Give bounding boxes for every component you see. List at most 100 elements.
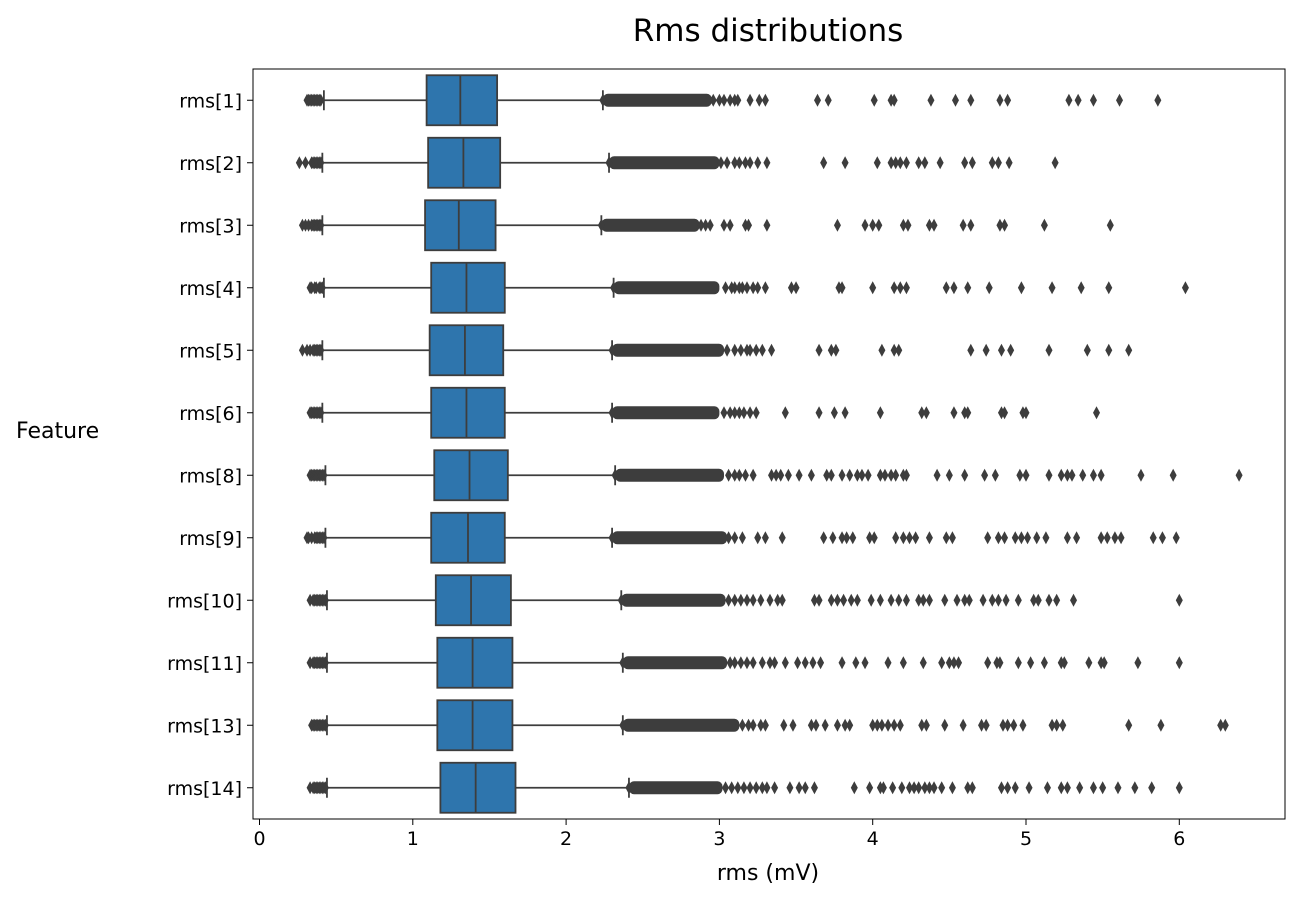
outlier-point xyxy=(1085,656,1093,670)
outlier-point xyxy=(1157,718,1165,732)
outlier-point xyxy=(789,718,797,732)
outlier-point xyxy=(1010,718,1018,732)
outlier-point xyxy=(852,656,860,670)
outlier-point xyxy=(317,156,325,170)
outlier-point xyxy=(734,93,742,107)
outlier-point xyxy=(832,343,840,357)
outlier-point xyxy=(1048,718,1056,732)
outlier-point xyxy=(827,468,835,482)
chart-title: Rms distributions xyxy=(633,13,904,49)
outlier-point xyxy=(726,656,734,670)
outlier-point xyxy=(896,156,904,170)
x-tick-label: 2 xyxy=(560,828,572,850)
outlier-point xyxy=(1097,468,1105,482)
outlier-point xyxy=(950,281,958,295)
plot-frame xyxy=(252,68,1286,820)
outlier-point xyxy=(1045,593,1053,607)
box-iqr xyxy=(428,324,505,377)
outlier-point xyxy=(994,593,1002,607)
outlier-point xyxy=(738,718,746,732)
outlier-point xyxy=(608,406,616,420)
outlier-point xyxy=(919,593,927,607)
outlier-point xyxy=(866,531,874,545)
outlier-point xyxy=(725,531,733,545)
outlier-point xyxy=(317,343,325,357)
dense-outlier-band xyxy=(612,406,720,420)
outlier-point xyxy=(1089,468,1097,482)
outlier-point xyxy=(746,93,754,107)
outlier-point xyxy=(1073,531,1081,545)
x-tick-label: 0 xyxy=(253,828,265,850)
outlier-point xyxy=(757,593,765,607)
outlier-point xyxy=(702,218,710,232)
outlier-point xyxy=(781,656,789,670)
outlier-point xyxy=(967,93,975,107)
outlier-point xyxy=(321,718,329,732)
outlier-point xyxy=(317,218,325,232)
dense-outlier-band xyxy=(601,218,700,232)
outlier-point xyxy=(821,718,829,732)
outlier-point xyxy=(1111,531,1119,545)
outlier-point xyxy=(1099,781,1107,795)
outlier-point xyxy=(1089,781,1097,795)
outlier-point xyxy=(869,281,877,295)
outlier-point xyxy=(1149,531,1157,545)
outlier-point xyxy=(786,781,794,795)
outlier-point xyxy=(743,593,751,607)
outlier-point xyxy=(899,218,907,232)
outlier-point xyxy=(1034,593,1042,607)
outlier-point xyxy=(941,718,949,732)
box-group-rms[1] xyxy=(303,74,1162,127)
outlier-point xyxy=(778,531,786,545)
outlier-point xyxy=(1105,343,1113,357)
outlier-point xyxy=(915,593,923,607)
outlier-point xyxy=(933,468,941,482)
outlier-point xyxy=(1042,531,1050,545)
outlier-point xyxy=(746,406,754,420)
outlier-point xyxy=(889,781,897,795)
outlier-point xyxy=(841,156,849,170)
outlier-point xyxy=(996,93,1004,107)
outlier-point xyxy=(1004,718,1012,732)
outlier-point xyxy=(861,218,869,232)
outlier-point xyxy=(918,718,926,732)
outlier-point xyxy=(820,156,828,170)
outlier-point xyxy=(754,156,762,170)
outlier-point xyxy=(605,156,613,170)
outlier-point xyxy=(827,593,835,607)
outlier-point xyxy=(979,593,987,607)
outlier-point xyxy=(912,531,920,545)
outlier-point xyxy=(1001,531,1009,545)
outlier-point xyxy=(918,406,926,420)
dense-outlier-band xyxy=(621,593,726,607)
outlier-point xyxy=(735,468,743,482)
outlier-point xyxy=(1175,593,1183,607)
outlier-point xyxy=(961,468,969,482)
outlier-point xyxy=(967,218,975,232)
outlier-point xyxy=(896,281,904,295)
outlier-point xyxy=(723,156,731,170)
outlier-point xyxy=(731,531,739,545)
y-tick-label: rms[4] xyxy=(179,278,242,300)
outlier-point xyxy=(873,718,881,732)
outlier-point xyxy=(994,531,1002,545)
outlier-point xyxy=(890,281,898,295)
y-tick-label: rms[8] xyxy=(179,465,242,487)
x-tick-label: 1 xyxy=(407,828,419,850)
outlier-point xyxy=(849,531,857,545)
box-group-rms[5] xyxy=(298,324,1133,377)
outlier-point xyxy=(761,281,769,295)
y-tick-label: rms[13] xyxy=(167,715,242,737)
x-tick-label: 3 xyxy=(713,828,725,850)
outlier-point xyxy=(1030,593,1038,607)
outlier-point xyxy=(1001,218,1009,232)
outlier-point xyxy=(922,406,930,420)
outlier-point xyxy=(763,218,771,232)
outlier-point xyxy=(1137,468,1145,482)
outlier-point xyxy=(967,343,975,357)
outlier-point xyxy=(840,593,848,607)
outlier-point xyxy=(722,781,730,795)
outlier-point xyxy=(1100,656,1108,670)
outlier-point xyxy=(1117,531,1125,545)
outlier-point xyxy=(706,218,714,232)
